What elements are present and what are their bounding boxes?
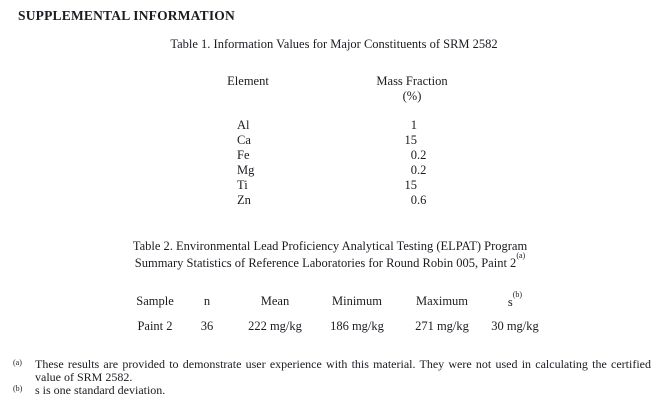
table1-row: Ca 15	[0, 133, 665, 148]
table1-row: Fe 0 .2	[0, 148, 665, 163]
table1-header-mass-fraction: Mass Fraction (%)	[357, 74, 467, 104]
table2-caption: Table 2. Environmental Lead Proficiency …	[10, 239, 650, 271]
element-symbol: Ca	[237, 132, 251, 147]
table1-header-mass-fraction-label: Mass Fraction	[376, 74, 448, 88]
footnote-a-reference: (a)	[516, 251, 526, 261]
table2-header-mean: Mean	[260, 293, 290, 308]
table2-header-sample: Sample	[136, 293, 174, 308]
table1-row: Mg 0 .2	[0, 163, 665, 178]
element-symbol: Ti	[237, 177, 248, 192]
element-symbol: Fe	[237, 147, 250, 162]
table2-header-row: Sample n Mean Minimum Maximum s(b)	[0, 289, 665, 310]
mass-fraction-value: 0	[410, 193, 417, 207]
minimum-value: 186 mg/kg	[330, 319, 384, 333]
table2-data-row: Paint 2 36 222 mg/kg 186 mg/kg 271 mg/kg…	[0, 319, 665, 335]
mass-fraction-value: 15	[404, 132, 418, 147]
table1-row: Al 1	[0, 118, 665, 133]
sample-value: Paint 2	[137, 319, 173, 333]
table2-header-s: s(b)	[507, 289, 523, 309]
table2-caption-line1: Table 2. Environmental Lead Proficiency …	[132, 239, 528, 253]
footnote-a-marker: (a)	[13, 358, 22, 367]
footnote-b-reference: (b)	[512, 289, 523, 299]
table1-header-element: Element	[227, 74, 269, 88]
table2-caption-line2: Summary Statistics of Reference Laborato…	[134, 251, 526, 271]
mass-fraction-value: 15	[404, 177, 418, 192]
element-symbol: Al	[237, 117, 250, 132]
page-title: SUPPLEMENTAL INFORMATION	[18, 8, 235, 23]
s-value: 30 mg/kg	[491, 319, 539, 333]
mass-fraction-decimal: .2	[417, 147, 427, 162]
maximum-value: 271 mg/kg	[415, 319, 469, 333]
mass-fraction-value: 0	[410, 147, 417, 162]
footnote-a-text: These results are provided to demonstrat…	[35, 357, 651, 384]
n-value: 36	[200, 319, 214, 333]
element-symbol: Mg	[237, 162, 255, 177]
mass-fraction-value: 0	[410, 162, 417, 177]
table1-row: Ti 15	[0, 178, 665, 193]
table2-header-n: n	[203, 293, 211, 308]
footnote-b-marker: (b)	[13, 383, 23, 393]
mass-fraction-decimal: .2	[417, 162, 427, 177]
table1-row: Zn 0 .6	[0, 193, 665, 208]
mass-fraction-value: 1	[410, 117, 417, 132]
table2-header-minimum: Minimum	[331, 293, 382, 308]
element-symbol: Zn	[237, 193, 251, 207]
table1-header-unit: (%)	[402, 89, 422, 103]
table2-header-maximum: Maximum	[415, 293, 469, 308]
footnote-b-text: s is one standard deviation.	[35, 382, 166, 397]
mean-value: 222 mg/kg	[248, 319, 302, 333]
mass-fraction-decimal: .6	[417, 193, 427, 207]
table1-caption: Table 1. Information Values for Major Co…	[170, 37, 498, 51]
